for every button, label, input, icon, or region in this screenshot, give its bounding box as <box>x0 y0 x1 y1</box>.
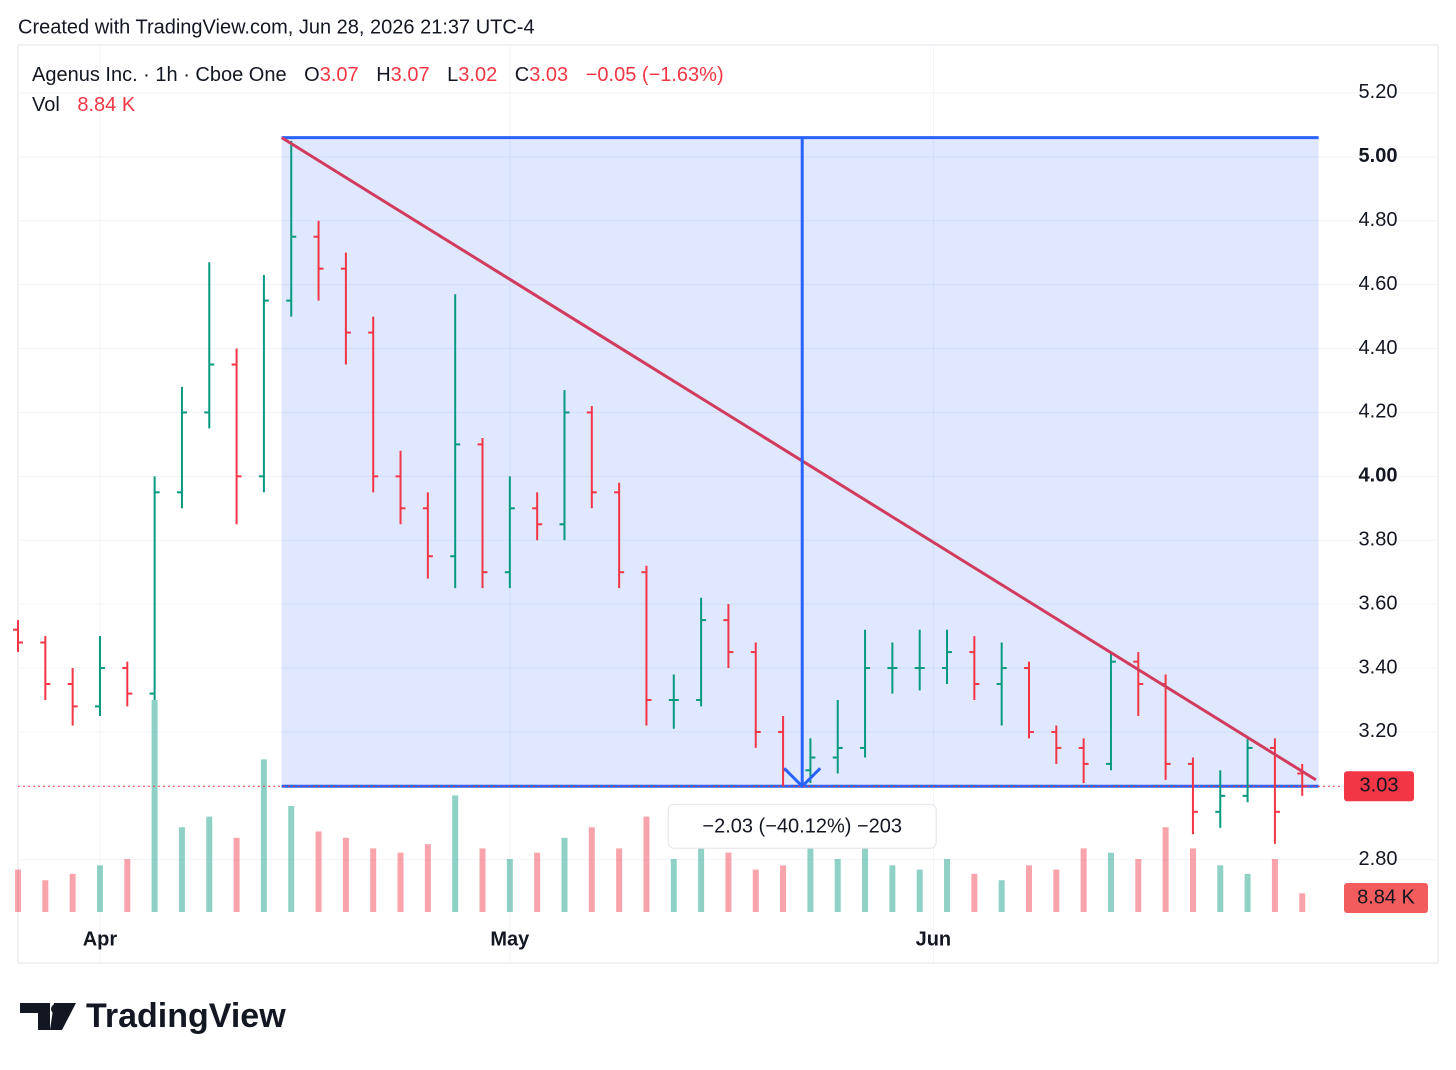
measure-label-box <box>667 803 937 849</box>
volume-bar <box>397 852 404 912</box>
volume-bar <box>1053 869 1060 912</box>
last-price-label: 3.03 <box>1360 775 1399 797</box>
volume-bar <box>698 848 705 912</box>
y-tick-label: 5.00 <box>1359 145 1398 167</box>
volume-bar <box>780 865 787 912</box>
logo-text: TradingView <box>86 997 286 1035</box>
volume-bar <box>479 848 486 912</box>
volume-bar <box>315 831 322 912</box>
volume-bar <box>616 848 623 912</box>
y-tick-label: 4.00 <box>1359 465 1398 487</box>
volume-bar <box>452 795 459 912</box>
volume-bar <box>151 700 158 912</box>
c-label: C <box>515 64 529 86</box>
plot: −2.03 (−40.12%) −203 <box>13 136 1340 912</box>
volume-bar <box>1080 848 1087 912</box>
volume-bar <box>178 827 185 912</box>
grid <box>18 45 1438 962</box>
volume-bar <box>834 859 841 912</box>
vol-label: Vol <box>32 94 60 116</box>
volume-bar <box>233 837 240 912</box>
l-value: 3.02 <box>458 64 497 86</box>
volume-bar <box>752 869 759 912</box>
volume-bar <box>561 837 568 912</box>
volume-bar <box>1162 827 1169 912</box>
volume-bar <box>916 869 923 912</box>
c-value: 3.03 <box>529 64 568 86</box>
h-value: 3.07 <box>391 64 430 86</box>
volume-bar <box>206 816 213 912</box>
volume-bar <box>1025 865 1032 912</box>
change: −0.05 (−1.63%) <box>586 64 724 86</box>
volume-bar <box>807 848 814 912</box>
trendline <box>280 136 1317 782</box>
symbol: Agenus Inc. · 1h · Cboe One <box>32 64 287 86</box>
volume-bar <box>370 848 377 912</box>
volume-bar <box>1271 859 1278 912</box>
volume-bar <box>534 852 541 912</box>
chart-frame <box>17 44 1439 964</box>
h-label: H <box>376 64 390 86</box>
header: Created with TradingView.com, Jun 28, 20… <box>18 16 535 38</box>
volume-bar <box>288 806 295 912</box>
y-tick-label: 3.20 <box>1359 720 1398 742</box>
y-tick-label: 2.80 <box>1359 848 1398 870</box>
volume-bar <box>260 759 267 912</box>
volume-bar <box>342 837 349 912</box>
x-tick-label: Apr <box>83 928 118 950</box>
x-tick-label: Jun <box>916 928 952 950</box>
volume-bar <box>670 859 677 912</box>
y-tick-label: 3.60 <box>1359 592 1398 614</box>
volume-bar <box>96 865 103 912</box>
logo-icon <box>20 1003 76 1030</box>
last-price-badge <box>1344 771 1414 802</box>
last-volume-badge <box>1344 883 1428 913</box>
legend: Agenus Inc. · 1h · Cboe One O3.07 H3.07 … <box>32 64 724 86</box>
volume-bar <box>506 859 513 912</box>
volume-bar <box>944 859 951 912</box>
volume-bar <box>424 844 431 912</box>
last-volume-label: 8.84 K <box>1357 886 1415 908</box>
l-label: L <box>447 64 458 86</box>
y-tick-label: 4.20 <box>1359 401 1398 423</box>
volume-bar <box>889 865 896 912</box>
logo-dot <box>51 1004 61 1014</box>
volume-bar <box>15 869 21 912</box>
volume-bar <box>1189 848 1196 912</box>
volume-bar <box>42 880 49 912</box>
logo: TradingView <box>20 997 286 1035</box>
measure-label: −2.03 (−40.12%) −203 <box>702 816 902 838</box>
measure-arrowhead <box>783 767 822 789</box>
y-tick-label: 4.80 <box>1359 209 1398 231</box>
volume-bar <box>124 859 131 912</box>
x-tick-label: May <box>490 928 530 950</box>
volume-bar <box>643 816 650 912</box>
volume-bar <box>1217 865 1224 912</box>
o-label: O <box>304 64 320 86</box>
volume-bar <box>725 852 732 912</box>
vol-value: 8.84 K <box>77 94 135 116</box>
volume-bar <box>69 873 76 912</box>
y-tick-label: 3.40 <box>1359 656 1398 678</box>
volume-bar <box>1135 859 1142 912</box>
o-value: 3.07 <box>320 64 359 86</box>
volume-bar <box>1107 852 1114 912</box>
y-tick-label: 3.80 <box>1359 529 1398 551</box>
legend-volume: Vol 8.84 K <box>32 94 136 116</box>
y-tick-label: 5.20 <box>1359 81 1398 103</box>
volume-bar <box>1299 893 1306 912</box>
volume-bar <box>971 873 978 912</box>
volume-bar <box>1244 873 1251 912</box>
volume-bar <box>998 880 1005 912</box>
y-tick-label: 4.40 <box>1359 337 1398 359</box>
volume-bar <box>588 827 595 912</box>
volume-bar <box>862 848 869 912</box>
y-tick-label: 4.60 <box>1359 273 1398 295</box>
